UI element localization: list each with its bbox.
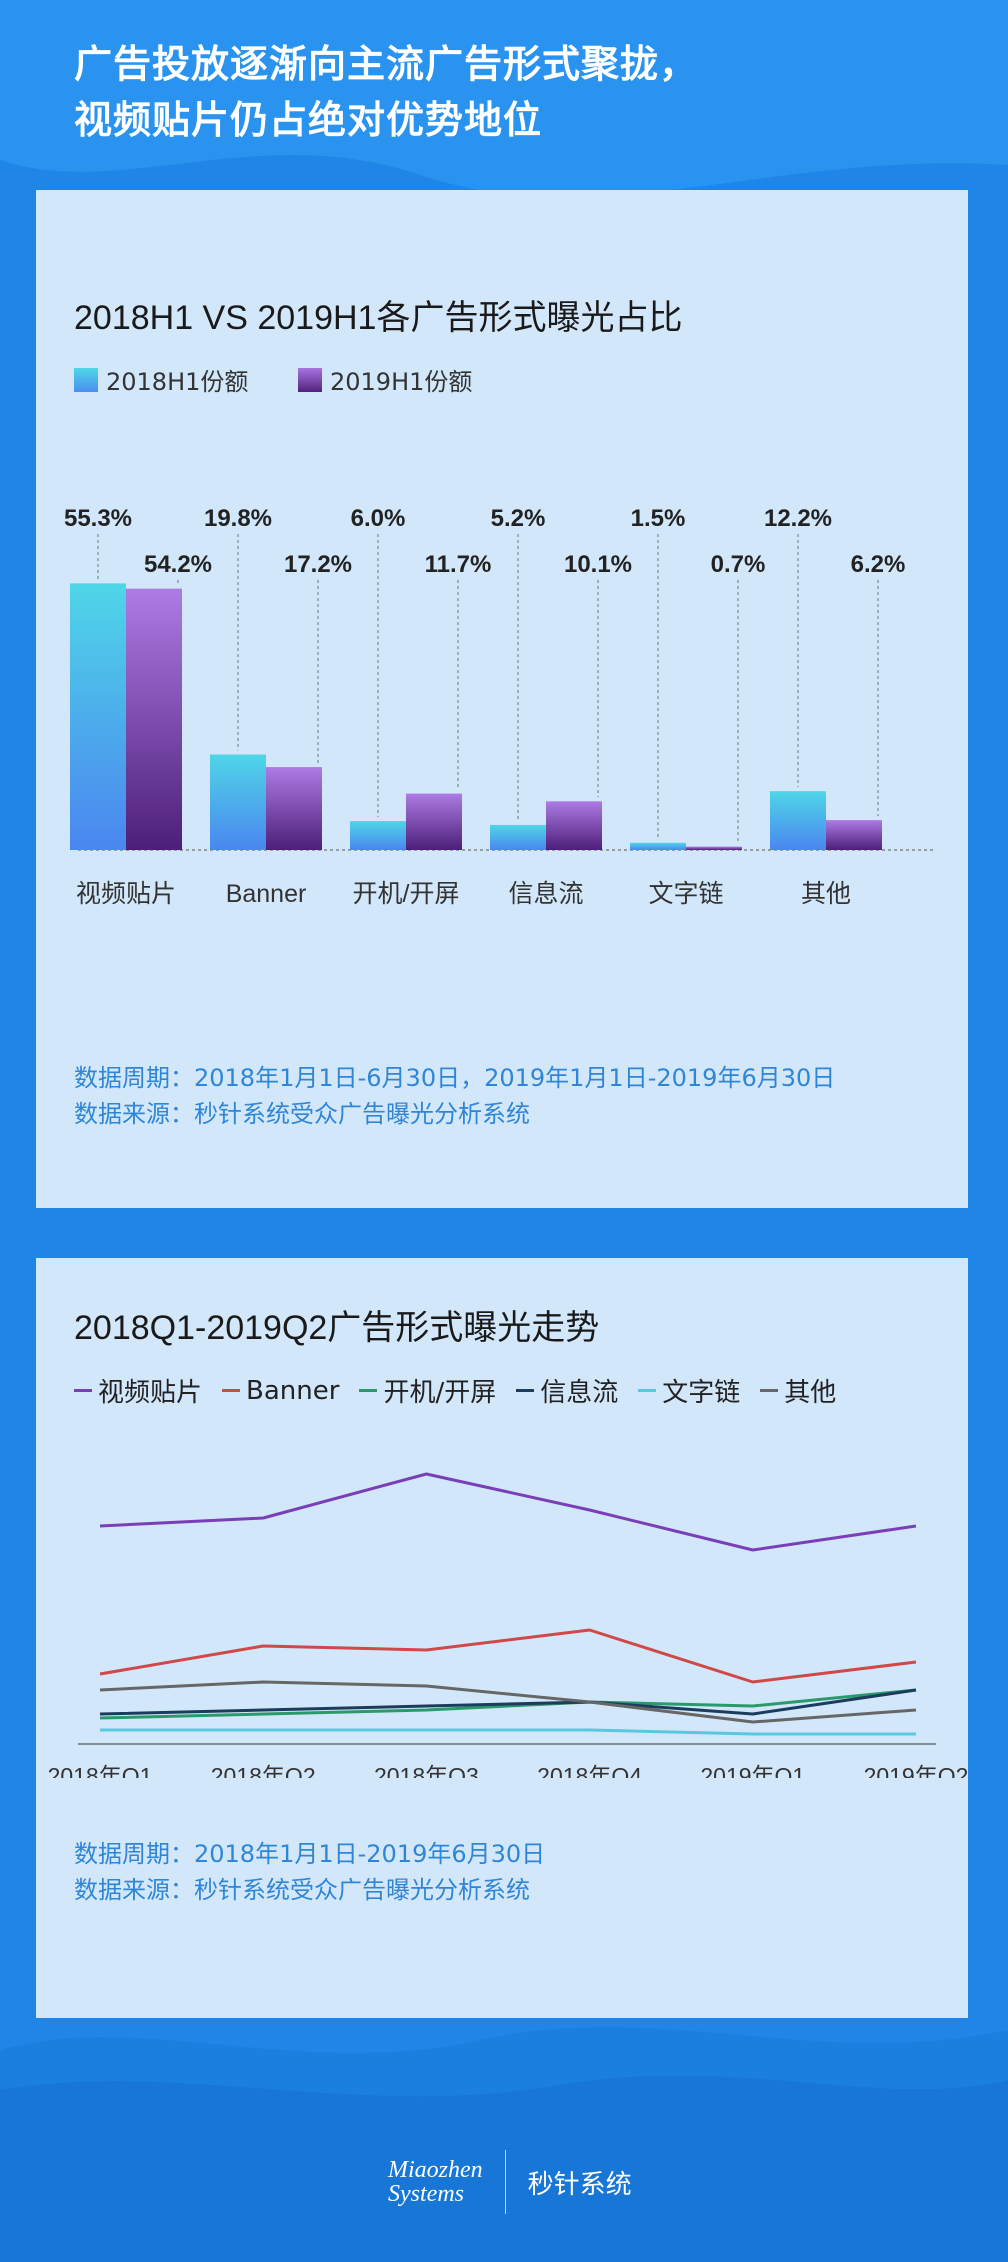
legend-label-2018h1: 2018H1份额 [106, 368, 249, 396]
legend-item-3: 信息流 [516, 1372, 618, 1409]
company-name: 秒针系统 [527, 2169, 632, 2200]
bar-chart-note-source: 数据来源：秒针系统受众广告曝光分析系统 [74, 1100, 530, 1128]
bar-chart: 55.3% 54.2% 视频贴片 19.8% 17.2% Banner 6.0% 11.7% 开… [64, 505, 934, 908]
legend-label: 开机/开屏 [383, 1378, 497, 1408]
legend-label: 文字链 [662, 1378, 741, 1408]
bar-2019h1 [266, 767, 322, 850]
data-label-2019h1: 11.7% [425, 551, 492, 578]
legend-line-swatch [638, 1389, 657, 1392]
bar-chart-panel: 2018H1 VS 2019H1各广告形式曝光占比 2018H1份额 2019H… [36, 190, 968, 1208]
line-chart-panel: 2018Q1-2019Q2广告形式曝光走势 视频贴片 Banner 开机/开屏 信息流… [36, 1258, 968, 2018]
category-label: Banner [226, 880, 307, 908]
bar-2019h1 [126, 588, 182, 850]
data-label-2019h1: 17.2% [284, 551, 352, 578]
headline-line-1: 广告投放逐渐向主流广告形式聚拢， [74, 42, 699, 86]
legend-label: 信息流 [540, 1378, 619, 1408]
x-tick-label: 2019年Q1 [700, 1763, 805, 1778]
bar-2018h1 [490, 824, 546, 850]
category-label: 视频贴片 [76, 880, 176, 908]
bar-chart-note-period: 数据周期：2018年1月1日-6月30日，2019年1月1日-2019年6月30… [74, 1064, 836, 1092]
legend-item-5: 其他 [760, 1372, 836, 1409]
data-label-2019h1: 6.2% [851, 551, 906, 578]
bar-2018h1 [630, 842, 686, 850]
legend-item-2: 开机/开屏 [359, 1372, 496, 1409]
legend-2019h1: 2019H1份额 [298, 362, 472, 397]
legend-label-2019h1: 2019H1份额 [330, 368, 473, 396]
data-label-2018h1: 55.3% [64, 505, 132, 532]
company-logo: Miaozhen Systems [388, 2158, 483, 2206]
legend-line-swatch [359, 1389, 378, 1392]
series-line-4 [100, 1728, 916, 1736]
data-label-2019h1: 54.2% [144, 551, 212, 578]
line-chart: 2018年Q1 2018年Q2 2018年Q3 2018年Q4 2019年Q1 2019年… [48, 1472, 968, 1778]
footer-divider [504, 2150, 506, 2214]
legend-item-1: Banner [222, 1372, 339, 1409]
legend-label: 其他 [784, 1378, 837, 1408]
category-label: 其他 [801, 880, 851, 908]
logo-line-1: Miaozhen [388, 2157, 483, 2183]
x-tick-label: 2019年Q2 [864, 1763, 968, 1778]
bar-2019h1 [826, 820, 882, 850]
logo-line-2: Systems [388, 2181, 464, 2207]
category-label: 文字链 [648, 880, 723, 908]
data-label-2018h1: 5.2% [491, 505, 546, 532]
series-line-0 [99, 1472, 917, 1552]
legend-swatch-2018h1 [74, 367, 98, 392]
category-label: 开机/开屏 [353, 880, 460, 908]
legend-item-0: 视频贴片 [74, 1372, 202, 1409]
x-tick-label: 2018年Q2 [211, 1763, 316, 1778]
bar-2019h1 [546, 801, 602, 850]
line-chart-note-period: 数据周期：2018年1月1日-2019年6月30日 [74, 1840, 546, 1868]
x-tick-label: 2018年Q4 [537, 1763, 642, 1778]
footer-brand: Miaozhen Systems 秒针系统 [388, 2150, 632, 2214]
legend-line-swatch [222, 1389, 241, 1392]
data-label-2018h1: 19.8% [204, 505, 272, 532]
line-chart-legend: 视频贴片 Banner 开机/开屏 信息流 文字链 其他 [74, 1372, 856, 1409]
bar-2018h1 [770, 791, 826, 850]
bar-chart-title: 2018H1 VS 2019H1各广告形式曝光占比 [74, 299, 683, 337]
bar-2018h1 [70, 583, 126, 850]
series-line-1 [99, 1628, 917, 1684]
category-label: 信息流 [508, 880, 583, 908]
line-chart-note-source: 数据来源：秒针系统受众广告曝光分析系统 [74, 1876, 530, 1904]
bar-2019h1 [686, 846, 742, 850]
line-chart-title: 2018Q1-2019Q2广告形式曝光走势 [74, 1309, 600, 1347]
legend-swatch-2019h1 [298, 367, 322, 392]
bar-2018h1 [210, 754, 266, 850]
legend-line-swatch [516, 1389, 535, 1392]
series-line-2 [99, 1688, 917, 1720]
legend-line-swatch [760, 1389, 779, 1392]
x-tick-label: 2018年Q1 [48, 1763, 153, 1778]
bar-2019h1 [406, 793, 462, 850]
x-tick-label: 2018年Q3 [374, 1763, 479, 1778]
data-label-2018h1: 6.0% [351, 505, 406, 532]
page-headline: 广告投放逐渐向主流广告形式聚拢， 视频贴片仍占绝对优势地位 [74, 36, 954, 148]
series-line-5 [99, 1680, 917, 1724]
legend-line-swatch [74, 1389, 92, 1392]
data-label-2018h1: 1.5% [631, 505, 686, 532]
legend-label: Banner [246, 1375, 340, 1406]
legend-2018h1: 2018H1份额 [74, 362, 248, 397]
legend-label: 视频贴片 [98, 1378, 203, 1408]
series-line-3 [99, 1688, 917, 1716]
data-label-2018h1: 12.2% [764, 505, 832, 532]
legend-item-4: 文字链 [638, 1372, 740, 1409]
data-label-2019h1: 10.1% [564, 551, 632, 578]
data-label-2019h1: 0.7% [711, 551, 766, 578]
bar-2018h1 [350, 821, 406, 850]
headline-line-2: 视频贴片仍占绝对优势地位 [74, 98, 543, 142]
